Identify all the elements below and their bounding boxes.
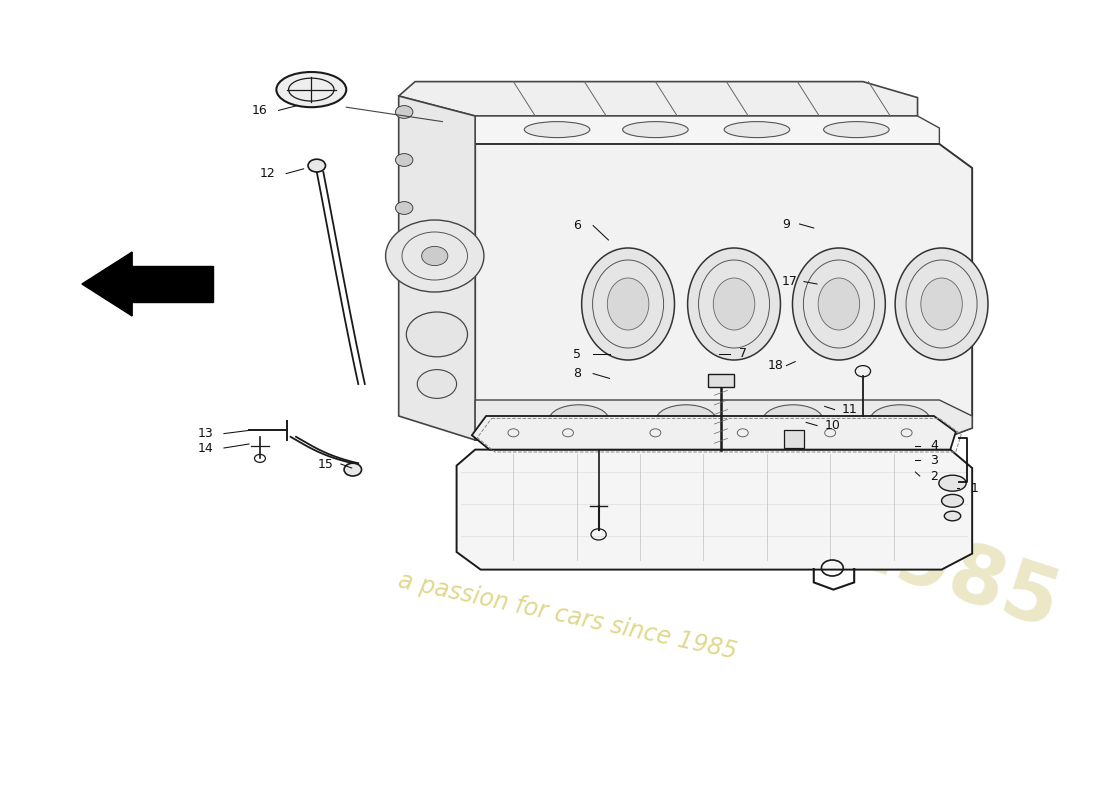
Text: 9: 9	[782, 218, 791, 230]
Ellipse shape	[549, 405, 609, 435]
Text: a passion for cars since 1985: a passion for cars since 1985	[396, 568, 739, 664]
Ellipse shape	[623, 122, 689, 138]
Circle shape	[406, 312, 468, 357]
Polygon shape	[475, 116, 939, 144]
Ellipse shape	[525, 122, 590, 138]
Ellipse shape	[942, 494, 964, 507]
Text: 15: 15	[318, 458, 333, 470]
Circle shape	[344, 463, 362, 476]
Polygon shape	[475, 400, 972, 440]
Text: 2: 2	[930, 470, 938, 482]
Text: 17: 17	[782, 275, 797, 288]
Ellipse shape	[607, 278, 649, 330]
Bar	[784, 430, 804, 448]
Circle shape	[395, 202, 412, 214]
Ellipse shape	[870, 405, 931, 435]
Circle shape	[386, 220, 484, 292]
Bar	[707, 374, 734, 387]
Ellipse shape	[713, 278, 755, 330]
Circle shape	[308, 159, 326, 172]
Text: 12: 12	[260, 167, 275, 180]
Circle shape	[395, 106, 412, 118]
Text: 16: 16	[252, 104, 267, 117]
Text: 10: 10	[824, 419, 840, 432]
Circle shape	[395, 154, 412, 166]
Ellipse shape	[824, 122, 889, 138]
Ellipse shape	[656, 405, 716, 435]
Text: 13: 13	[198, 427, 213, 440]
Ellipse shape	[792, 248, 886, 360]
Text: 4: 4	[930, 439, 938, 452]
Ellipse shape	[818, 278, 860, 330]
Text: 11: 11	[842, 403, 858, 416]
Text: 6: 6	[573, 219, 581, 232]
Ellipse shape	[763, 405, 823, 435]
Text: 5: 5	[573, 348, 581, 361]
Circle shape	[421, 246, 448, 266]
Polygon shape	[398, 96, 475, 440]
Text: euro: euro	[459, 319, 716, 417]
Polygon shape	[456, 450, 972, 570]
Text: parts: parts	[612, 399, 908, 497]
Ellipse shape	[944, 511, 960, 521]
Polygon shape	[123, 266, 213, 302]
Circle shape	[417, 370, 456, 398]
Text: 14: 14	[198, 442, 213, 454]
Text: 1: 1	[970, 482, 978, 494]
Ellipse shape	[895, 248, 988, 360]
Polygon shape	[398, 82, 917, 116]
Text: 18: 18	[768, 359, 783, 372]
Polygon shape	[81, 252, 132, 316]
Ellipse shape	[921, 278, 962, 330]
Text: 7: 7	[739, 347, 747, 360]
Polygon shape	[475, 144, 972, 440]
Text: 8: 8	[573, 367, 581, 380]
Ellipse shape	[938, 475, 966, 491]
Text: 3: 3	[930, 454, 938, 466]
Ellipse shape	[724, 122, 790, 138]
Polygon shape	[472, 416, 956, 450]
Ellipse shape	[582, 248, 674, 360]
Ellipse shape	[688, 248, 781, 360]
Text: 1985: 1985	[832, 504, 1069, 648]
Ellipse shape	[276, 72, 346, 107]
